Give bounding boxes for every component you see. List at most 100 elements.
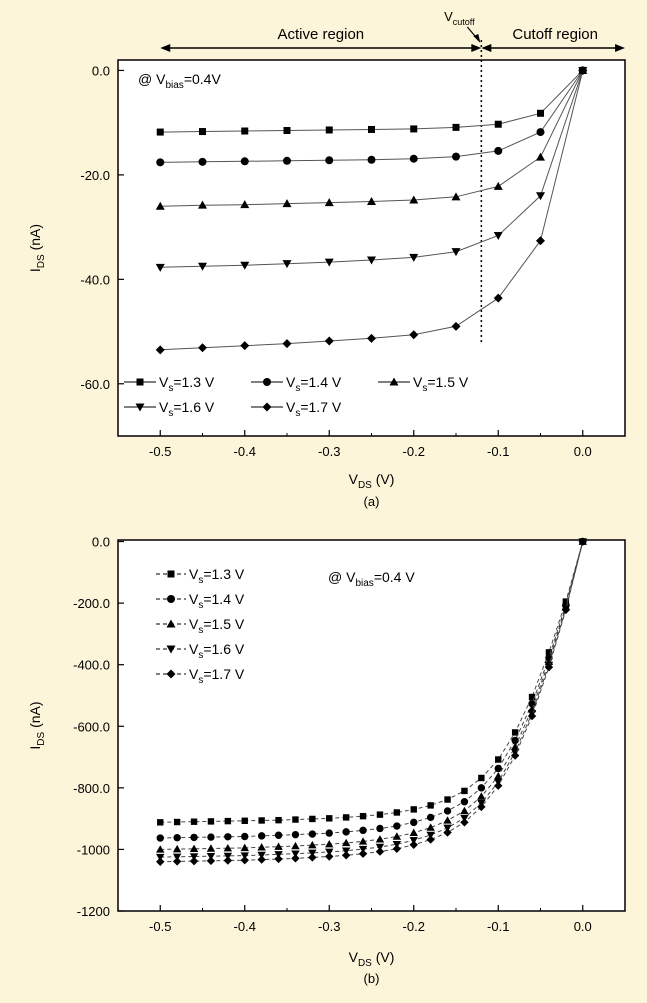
legend-marker (136, 378, 144, 386)
series-line (160, 541, 584, 850)
legend-label: Vs=1.4 V (286, 374, 342, 394)
legend-marker (262, 402, 272, 412)
y-tick-label: 0.0 (92, 535, 110, 550)
legend-label-rest: =1.5 V (203, 616, 245, 632)
legend-label-sub: s (168, 383, 173, 394)
legend-label-sub: s (198, 600, 203, 611)
data-point (410, 818, 418, 827)
x-axis-label-main: V (349, 949, 359, 965)
data-point (240, 341, 250, 351)
data-point (274, 854, 283, 864)
data-point (240, 261, 250, 270)
data-point (325, 839, 334, 848)
legend-marker (263, 378, 271, 386)
data-point (460, 818, 469, 827)
data-point (426, 813, 435, 822)
data-point (451, 192, 461, 201)
data-point (367, 333, 376, 343)
chart-a: -0.5 -0.4 -0.3 -0.2 -0.1 0.0 0.0 -20.0 -40.0 -60.… (27, 9, 626, 509)
data-point (223, 856, 233, 865)
data-point (274, 842, 283, 850)
data-point (410, 125, 418, 133)
legend-label-rest: =1.3 V (203, 566, 245, 582)
cutoff-marker-label-sub: cutoff (453, 17, 475, 27)
data-point (292, 816, 299, 823)
x-tick-label: -0.1 (487, 919, 509, 934)
data-point (240, 200, 250, 209)
y-tick-label: 0.0 (92, 63, 110, 78)
bias-annotation-prefix: @ V (138, 71, 166, 87)
y-tick-label: -1000 (77, 842, 110, 857)
data-point (493, 181, 503, 190)
data-point (578, 65, 588, 75)
data-point (308, 853, 317, 862)
data-point (173, 818, 181, 826)
x-tick-label: -0.3 (318, 444, 340, 459)
data-point (375, 835, 385, 843)
data-point (224, 817, 232, 825)
legend-marker (167, 595, 175, 603)
data-point (342, 814, 350, 821)
legend-label-sub: s (198, 625, 203, 636)
series-5 (155, 65, 588, 355)
data-point (189, 856, 199, 866)
data-point (443, 807, 452, 815)
legend-label-sub: s (295, 383, 300, 394)
x-tick-label: -0.2 (403, 919, 425, 934)
x-tick-label: -0.4 (234, 919, 256, 934)
data-point (324, 198, 334, 207)
legend-marker (166, 669, 176, 679)
data-point (426, 823, 435, 831)
legend-label-main: V (189, 566, 199, 582)
data-point (358, 849, 368, 858)
data-point (495, 756, 502, 763)
x-tick-label: 0.0 (574, 919, 592, 934)
data-point (240, 843, 249, 852)
y-axis-label-sub: DS (36, 254, 47, 268)
bias-annotation-sub: bias (165, 80, 183, 91)
data-point (156, 834, 164, 842)
data-point (155, 345, 165, 355)
data-point (156, 845, 165, 853)
x-axis-label: VDS (V) (349, 949, 395, 969)
data-point (309, 815, 316, 823)
series-4 (156, 538, 587, 862)
data-point (190, 818, 198, 825)
legend-label-main: V (413, 374, 423, 390)
data-point (493, 231, 503, 240)
data-point (478, 774, 485, 782)
data-point (291, 854, 300, 863)
data-point (368, 125, 375, 133)
data-point (189, 844, 199, 853)
legend-label-main: V (189, 591, 199, 607)
legend-label-rest: =1.6 V (173, 399, 215, 415)
data-point (493, 293, 503, 303)
data-point (207, 818, 215, 825)
legend-label-main: V (159, 374, 169, 390)
arrow-head (160, 44, 171, 52)
legend-label-rest: =1.7 V (203, 666, 245, 682)
legend-label-rest: =1.4 V (300, 374, 342, 390)
data-point (341, 851, 351, 860)
data-point (443, 828, 452, 837)
data-point (536, 128, 545, 137)
legend-label-rest: =1.4 V (203, 591, 245, 607)
data-point (206, 856, 216, 866)
data-point (223, 843, 233, 852)
cutoff-marker-label-main: V (444, 9, 453, 24)
data-point (528, 693, 536, 701)
figure-caption: (b) (364, 971, 380, 986)
data-point (241, 832, 249, 841)
legend-label-sub: s (168, 408, 173, 419)
legend: Vs=1.3 VVs=1.4 VVs=1.5 VVs=1.6 VVs=1.7 V (156, 566, 245, 686)
data-point (342, 828, 350, 836)
data-point (409, 154, 418, 163)
data-point (172, 857, 182, 866)
data-point (367, 197, 376, 206)
data-point (257, 832, 266, 840)
x-tick-label: -0.3 (318, 919, 340, 934)
x-tick-label: -0.5 (149, 919, 171, 934)
legend-label-main: V (286, 374, 296, 390)
x-axis-label-sub: DS (358, 958, 372, 969)
